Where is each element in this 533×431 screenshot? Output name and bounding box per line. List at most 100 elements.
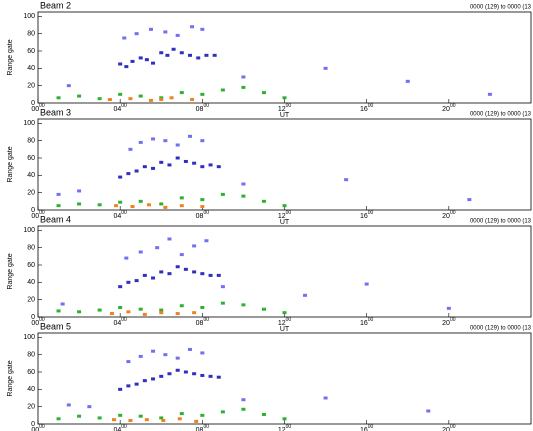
echo-point xyxy=(138,94,143,98)
echo-point xyxy=(107,98,112,102)
echo-point xyxy=(261,412,266,416)
y-tick-label: 60 xyxy=(27,155,35,162)
echo-point xyxy=(144,418,149,422)
echo-point xyxy=(183,159,188,163)
echo-point xyxy=(151,276,156,280)
x-tick-hour: 04 xyxy=(113,427,121,431)
echo-point xyxy=(118,413,123,417)
y-axis-label: Range gate xyxy=(7,360,14,396)
echo-point xyxy=(112,418,117,422)
echo-point xyxy=(200,351,205,355)
echo-point xyxy=(114,204,119,208)
echo-point xyxy=(200,305,205,309)
x-tick-label: 2000 xyxy=(442,424,456,431)
echo-point xyxy=(204,239,209,243)
echo-point xyxy=(159,51,164,55)
x-tick-hour: 00 xyxy=(31,320,39,327)
y-tick-label: 20 xyxy=(27,190,35,197)
x-tick-label: 1200 xyxy=(278,210,292,220)
echo-point xyxy=(130,59,135,63)
echo-point xyxy=(204,53,209,57)
echo-point xyxy=(66,84,71,88)
x-tick-minute: 00 xyxy=(368,317,374,323)
echo-point xyxy=(163,139,168,143)
echo-point xyxy=(188,347,193,351)
echo-point xyxy=(192,244,197,248)
x-tick-hour: 20 xyxy=(442,427,450,431)
echo-point xyxy=(77,202,82,206)
x-tick-minute: 00 xyxy=(203,317,209,323)
y-axis-label: Range gate xyxy=(7,39,14,75)
echo-point xyxy=(126,280,131,284)
x-tick-hour: 08 xyxy=(196,320,204,327)
echo-point xyxy=(200,205,205,209)
echo-point xyxy=(124,65,129,69)
x-tick-minute: 00 xyxy=(450,424,456,430)
x-tick-label: 0400 xyxy=(113,210,127,220)
echo-point xyxy=(159,96,164,100)
echo-point xyxy=(66,403,71,407)
x-tick-minute: 00 xyxy=(450,103,456,109)
echo-point xyxy=(163,30,168,34)
x-tick-hour: 20 xyxy=(442,213,450,220)
x-tick-minute: 00 xyxy=(286,317,292,323)
x-tick-minute: 00 xyxy=(203,210,209,216)
panel-subtitle: 0000 (129) to 0000 (13 xyxy=(470,219,532,225)
echo-point xyxy=(261,199,266,203)
echo-point xyxy=(97,203,102,207)
echo-point xyxy=(118,92,123,96)
echo-point xyxy=(200,92,205,96)
echo-point xyxy=(241,398,246,402)
echo-point xyxy=(159,311,164,315)
y-tick-label: 80 xyxy=(27,138,35,145)
echo-point xyxy=(167,237,172,241)
echo-point xyxy=(175,368,180,372)
x-tick-label: 1200 xyxy=(278,317,292,327)
echo-point xyxy=(192,161,197,165)
echo-point xyxy=(148,27,153,31)
echo-point xyxy=(208,163,213,167)
echo-point xyxy=(124,256,129,260)
echo-point xyxy=(144,58,149,62)
echo-point xyxy=(303,293,308,297)
x-tick-minute: 00 xyxy=(450,210,456,216)
echo-point xyxy=(364,282,369,286)
echo-point xyxy=(179,91,184,95)
echo-point xyxy=(200,198,205,202)
x-tick-label: 0800 xyxy=(196,424,210,431)
echo-point xyxy=(134,382,139,386)
echo-point xyxy=(200,139,205,143)
echo-point xyxy=(192,311,197,315)
y-tick-label: 20 xyxy=(27,83,35,90)
echo-point xyxy=(183,267,188,271)
echo-point xyxy=(467,198,472,202)
plot-frame xyxy=(37,225,532,318)
panel-subtitle: 0000 (129) to 0000 (13 xyxy=(470,326,532,332)
x-tick-minute: 00 xyxy=(286,424,292,430)
echo-point xyxy=(241,194,246,198)
x-tick-hour: 00 xyxy=(31,427,39,431)
echo-point xyxy=(179,304,184,308)
y-tick-label: 80 xyxy=(27,245,35,252)
echo-point xyxy=(134,169,139,173)
x-tick-hour: 12 xyxy=(278,320,286,327)
panel-title: Beam 5 xyxy=(40,321,71,331)
echo-point xyxy=(323,396,328,400)
echo-point xyxy=(426,409,431,413)
plot-frame xyxy=(37,11,532,104)
x-tick-hour: 04 xyxy=(113,320,121,327)
x-tick-minute: 00 xyxy=(121,103,127,109)
x-tick-minute: 00 xyxy=(39,103,45,109)
x-tick-label: 0800 xyxy=(196,103,210,113)
echo-point xyxy=(118,285,123,289)
echo-point xyxy=(261,307,266,311)
echo-point xyxy=(344,178,349,182)
echo-point xyxy=(163,353,168,357)
echo-point xyxy=(138,307,143,311)
y-tick-label: 20 xyxy=(27,297,35,304)
echo-point xyxy=(128,97,133,101)
echo-point xyxy=(165,53,170,57)
echo-point xyxy=(128,147,133,151)
panel-title: Beam 2 xyxy=(40,0,71,10)
echo-point xyxy=(130,205,135,209)
